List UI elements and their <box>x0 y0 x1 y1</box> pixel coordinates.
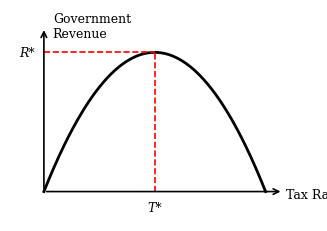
Text: Revenue: Revenue <box>53 28 108 41</box>
Text: R*: R* <box>19 47 35 60</box>
Text: Government: Government <box>53 12 131 25</box>
Text: Tax Rate: Tax Rate <box>285 188 327 201</box>
Text: T*: T* <box>147 201 162 214</box>
